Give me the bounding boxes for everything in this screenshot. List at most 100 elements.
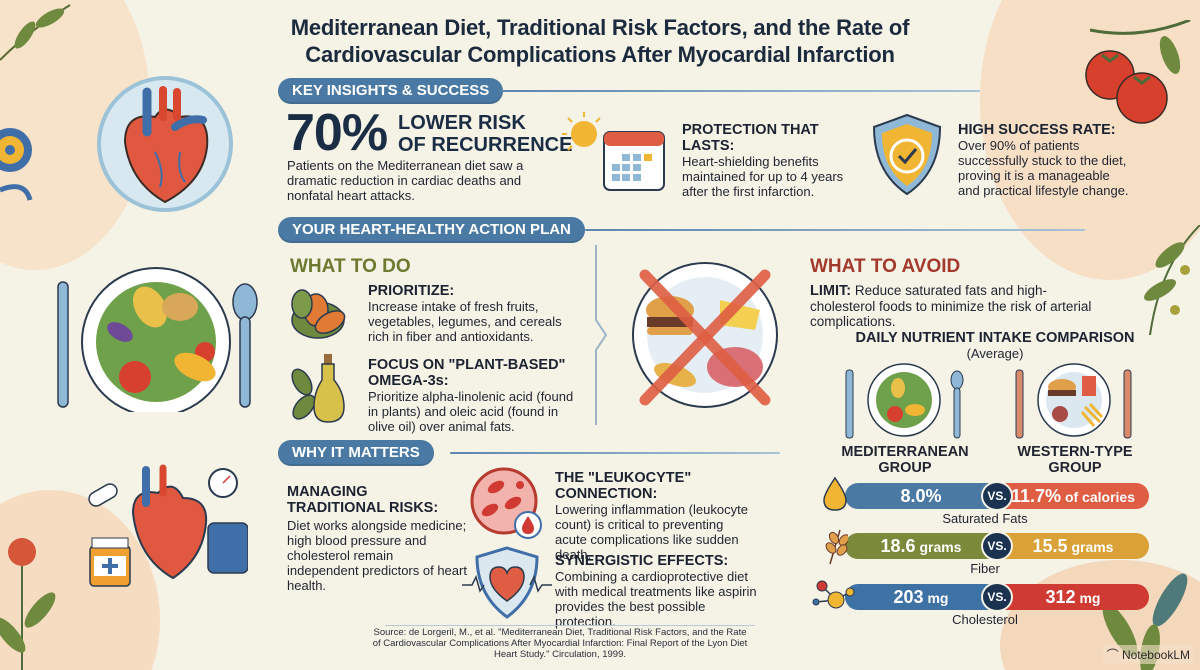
olive-branch-right-icon (1144, 225, 1200, 335)
why-synergistic: SYNERGISTIC EFFECTS: Combining a cardiop… (555, 553, 760, 629)
insight-body: Over 90% of patients successfully stuck … (958, 138, 1129, 198)
group-a-line-2: GROUP (878, 460, 932, 476)
watermark-text: NotebookLM (1121, 648, 1190, 662)
nutrient-label: Saturated Fats (942, 511, 1028, 526)
do-prioritize: PRIORITIZE: Increase intake of fresh fru… (368, 283, 568, 344)
vs-badge: VS. (981, 481, 1013, 511)
tile-flower-icon (0, 128, 33, 201)
why-heading: SYNERGISTIC EFFECTS: (555, 553, 729, 569)
nutrient-label: Fiber (970, 561, 1000, 576)
bar-western: 11.7% of calories (997, 483, 1149, 509)
headline-text: LOWER RISK OF RECURRENCE (398, 112, 572, 156)
section-pill-key-insights: KEY INSIGHTS & SUCCESS (278, 78, 504, 104)
vs-badge: VS. (981, 582, 1013, 612)
oil-drop-icon (823, 476, 847, 511)
comparison-heading: DAILY NUTRIENT INTAKE COMPARISON (855, 330, 1135, 346)
section-pill-why-it-matters: WHY IT MATTERS (278, 440, 434, 466)
bar-value: 18.6 (880, 536, 916, 556)
comparison-title: DAILY NUTRIENT INTAKE COMPARISON (Averag… (830, 330, 1160, 361)
avoid-limit-label: LIMIT: (810, 283, 852, 299)
why-managing-risks: MANAGING TRADITIONAL RISKS: Diet works a… (287, 484, 467, 593)
bar-unit: grams (1067, 539, 1114, 555)
headline-line-2: OF RECURRENCE (398, 134, 573, 156)
avoid-text: LIMIT: Reduce saturated fats and high-ch… (810, 283, 1110, 329)
bar-mediterranean: 18.6 grams (845, 533, 997, 559)
do-heading: OMEGA-3s: (368, 373, 449, 389)
nutrient-label: Cholesterol (952, 612, 1018, 627)
what-to-do-heading: WHAT TO DO (290, 256, 411, 277)
bar-value: 11.7% (1011, 486, 1062, 506)
salad-plate-icon (57, 267, 258, 412)
bar-mediterranean: 203 mg (845, 584, 997, 610)
bar-western: 312 mg (997, 584, 1149, 610)
bar-mediterranean: 8.0% (845, 483, 997, 509)
notebooklm-watermark: ⌒ NotebookLM (1102, 645, 1194, 664)
molecule-icon (812, 580, 855, 609)
why-body: Lowering inflammation (leukocyte count) … (555, 502, 748, 562)
vs-badge: VS. (981, 531, 1013, 561)
section-rule (500, 90, 980, 92)
comparison-row-fiber: 18.6 grams 15.5 grams VS. (835, 531, 1155, 561)
insight-heading: HIGH SUCCESS RATE: (958, 122, 1116, 138)
flower-decor-icon (0, 538, 56, 670)
why-body: Combining a cardioprotective diet with m… (555, 569, 757, 629)
bar-unit: of calories (1061, 489, 1135, 505)
vegetables-icon (291, 289, 346, 339)
headline-stat: 70% (286, 104, 388, 162)
insight-protection: PROTECTION THAT LASTS: Heart-shielding b… (682, 122, 862, 199)
do-body: Prioritize alpha-linolenic acid (found i… (368, 389, 574, 434)
bar-unit: grams (915, 539, 962, 555)
heart-shield-icon (462, 546, 552, 619)
do-heading: FOCUS ON "PLANT-BASED" (368, 357, 566, 373)
shield-check-icon (872, 113, 942, 196)
chevron-divider (595, 245, 608, 425)
why-heading: MANAGING (287, 484, 368, 500)
wheat-icon (825, 529, 848, 565)
bar-value: 15.5 (1032, 536, 1068, 556)
bar-unit: mg (923, 590, 949, 606)
why-body: Diet works alongside medicine; high bloo… (287, 518, 467, 593)
do-omega3: FOCUS ON "PLANT-BASED" OMEGA-3s: Priorit… (368, 357, 583, 434)
group-b-line-1: WESTERN-TYPE (1017, 444, 1133, 460)
heart-medicine-icon (88, 464, 248, 587)
tomatoes-icon (1085, 20, 1191, 124)
source-citation: Source: de Lorgeril, M., et al. "Mediter… (372, 627, 748, 660)
insight-body: Heart-shielding benefits maintained for … (682, 154, 844, 199)
olive-branch-icon (0, 4, 71, 61)
comparison-row-saturated-fats: 8.0% 11.7% of calories VS. (835, 481, 1155, 511)
avoid-limit-body: Reduce saturated fats and high-cholester… (810, 283, 1092, 329)
bar-western: 15.5 grams (997, 533, 1149, 559)
why-heading: THE "LEUKOCYTE" CONNECTION: (555, 470, 692, 502)
do-body: Increase intake of fresh fruits, vegetab… (368, 299, 562, 344)
page-title: Mediterranean Diet, Traditional Risk Fac… (290, 15, 910, 67)
section-rule (450, 452, 780, 454)
headline-line-1: LOWER RISK (398, 112, 526, 134)
why-heading: TRADITIONAL RISKS: (287, 500, 439, 516)
notebooklm-logo-icon: ⌒ (1106, 648, 1122, 662)
source-rule (385, 625, 755, 626)
section-pill-action-plan: YOUR HEART-HEALTHY ACTION PLAN (278, 217, 585, 243)
do-heading: PRIORITIZE: (368, 283, 455, 299)
headline-body: Patients on the Mediterranean diet saw a… (287, 158, 524, 203)
section-rule (585, 229, 1085, 231)
insight-success: HIGH SUCCESS RATE: Over 90% of patients … (958, 122, 1133, 198)
olive-oil-icon (291, 354, 345, 423)
bar-value: 203 (893, 587, 924, 607)
bar-value: 312 (1045, 587, 1076, 607)
western-plate-icon (1015, 363, 1132, 439)
bar-unit: mg (1075, 590, 1101, 606)
group-label-mediterranean: MEDITERRANEAN GROUP (840, 444, 970, 476)
junk-food-crossed-icon (632, 262, 778, 408)
blood-cells-icon (470, 467, 542, 539)
group-a-line-1: MEDITERRANEAN (841, 444, 969, 460)
why-leukocyte: THE "LEUKOCYTE" CONNECTION: Lowering inf… (555, 470, 755, 562)
group-b-line-2: GROUP (1048, 460, 1102, 476)
calendar-sun-icon (562, 112, 665, 191)
what-to-avoid-heading: WHAT TO AVOID (810, 256, 961, 277)
group-label-western: WESTERN-TYPE GROUP (1010, 444, 1140, 476)
comparison-row-cholesterol: 203 mg 312 mg VS. (835, 582, 1155, 612)
bar-value: 8.0% (900, 486, 942, 506)
comparison-subtitle: (Average) (966, 346, 1024, 361)
insight-heading: PROTECTION THAT LASTS: (682, 122, 819, 154)
heart-illustration-icon (97, 76, 233, 212)
